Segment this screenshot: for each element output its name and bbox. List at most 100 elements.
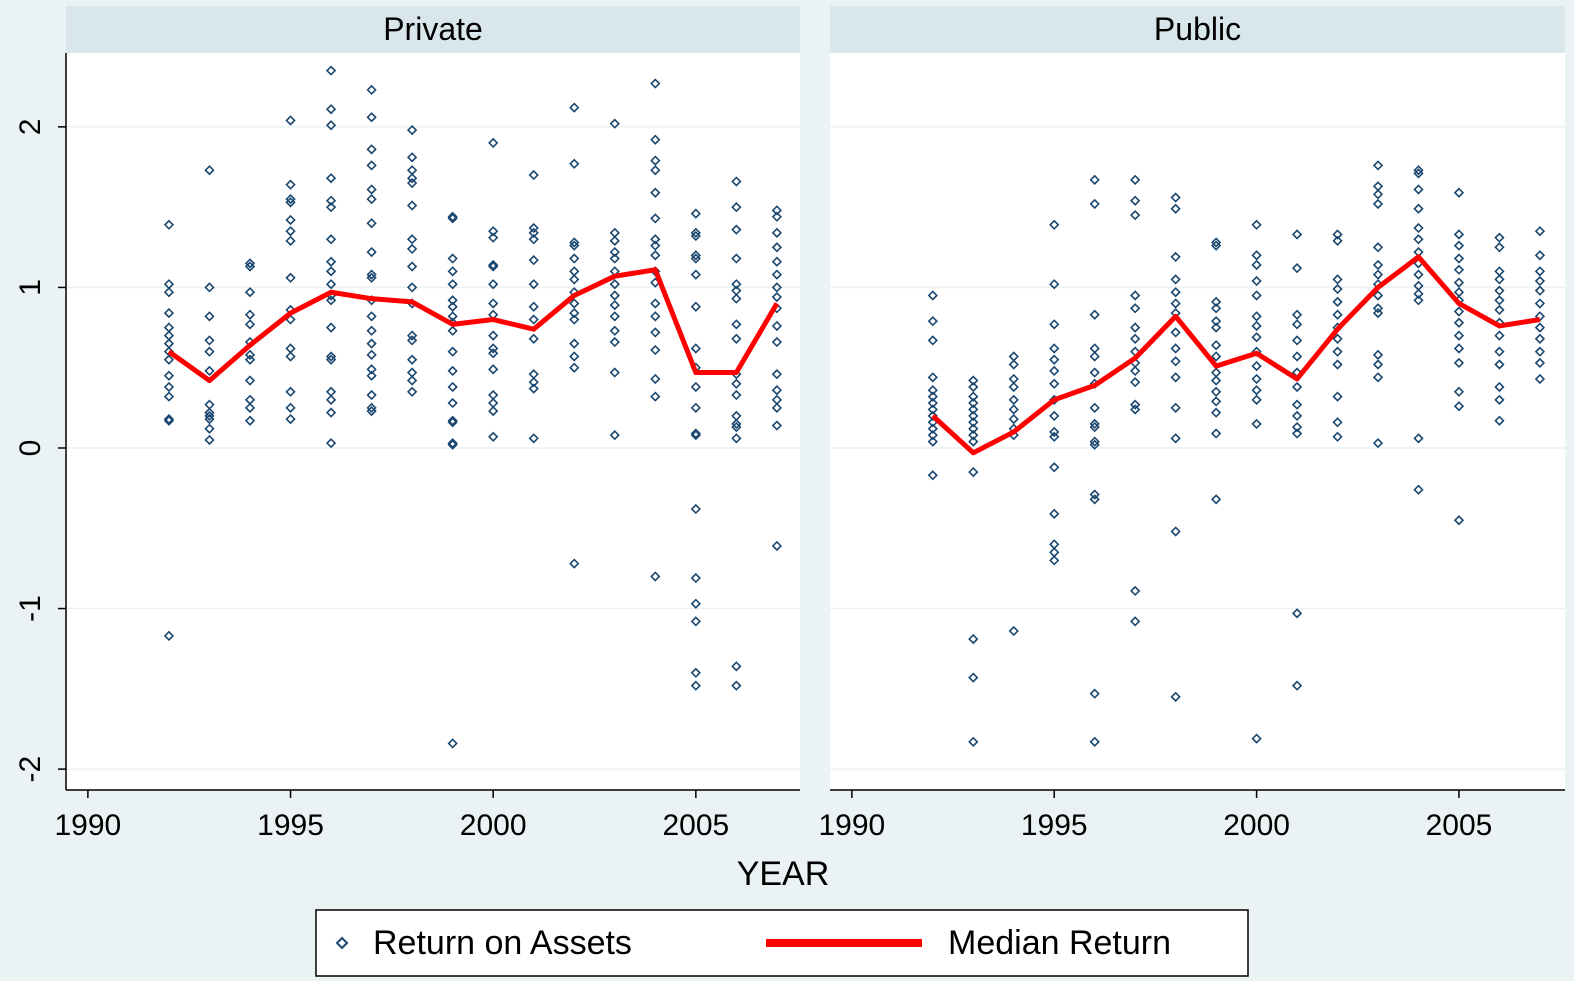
- legend-label: Return on Assets: [373, 924, 632, 962]
- data-point: [447, 211, 458, 222]
- data-point: [1453, 317, 1465, 328]
- data-point: [285, 351, 296, 362]
- data-point: [650, 213, 661, 224]
- data-point: [1210, 386, 1222, 397]
- data-point: [1453, 264, 1465, 275]
- data-point: [968, 397, 979, 409]
- data-point: [488, 279, 499, 290]
- data-point: [1049, 354, 1060, 365]
- data-point: [1049, 508, 1060, 519]
- data-point: [366, 272, 377, 283]
- data-point: [366, 349, 377, 360]
- data-point: [1413, 165, 1424, 176]
- data-point: [1372, 189, 1384, 200]
- data-point: [1372, 242, 1384, 253]
- data-point: [447, 439, 458, 450]
- data-point: [406, 200, 418, 211]
- data-point: [1413, 234, 1424, 245]
- data-point: [1534, 275, 1546, 287]
- data-point: [1170, 251, 1181, 263]
- data-point: [968, 672, 979, 683]
- data-point: [1372, 372, 1384, 383]
- data-point: [244, 287, 256, 298]
- data-point: [366, 364, 377, 375]
- data-point: [771, 269, 783, 280]
- data-point: [204, 410, 215, 422]
- x-axis-label: YEAR: [737, 855, 830, 893]
- data-point: [1413, 288, 1424, 299]
- data-point: [1089, 688, 1100, 699]
- data-point: [406, 173, 418, 184]
- data-point: [1372, 269, 1384, 280]
- data-point: [163, 381, 175, 393]
- data-point: [528, 169, 539, 181]
- data-point: [285, 235, 296, 246]
- data-point: [968, 736, 979, 747]
- data-point: [609, 311, 620, 322]
- data-point: [366, 246, 377, 258]
- data-point: [1089, 402, 1100, 413]
- data-point: [528, 383, 539, 394]
- data-point: [406, 261, 418, 272]
- data-point: [447, 346, 458, 357]
- data-point: [204, 311, 215, 322]
- data-point: [1170, 327, 1181, 338]
- data-point: [927, 404, 938, 415]
- data-point: [1210, 296, 1222, 308]
- data-point: [1332, 417, 1343, 428]
- data-point: [1251, 290, 1262, 301]
- data-point: [1130, 377, 1141, 388]
- data-point: [771, 211, 783, 222]
- data-point: [163, 415, 175, 426]
- data-point: [1453, 343, 1465, 354]
- data-point: [569, 237, 580, 248]
- data-point: [1453, 401, 1465, 412]
- data-point: [1089, 489, 1100, 500]
- data-point: [968, 375, 979, 386]
- data-point: [927, 430, 938, 441]
- data-point: [1494, 274, 1505, 285]
- data-point: [285, 272, 296, 283]
- data-point: [1453, 386, 1465, 397]
- data-point: [968, 381, 979, 393]
- data-point: [731, 333, 742, 344]
- data-point: [690, 428, 701, 439]
- data-point: [1008, 413, 1019, 425]
- data-point: [1453, 330, 1465, 341]
- data-point: [1494, 359, 1505, 370]
- data-point: [406, 243, 418, 255]
- median-line: [931, 254, 1541, 456]
- data-point: [1170, 298, 1181, 309]
- data-point: [1372, 259, 1384, 271]
- data-point: [528, 301, 539, 312]
- data-point: [609, 299, 620, 311]
- data-point: [731, 433, 742, 444]
- data-point: [690, 208, 701, 219]
- data-point: [1413, 203, 1424, 214]
- data-point: [927, 410, 938, 422]
- data-point: [1130, 399, 1141, 410]
- data-point: [1251, 394, 1262, 405]
- data-point: [406, 124, 418, 136]
- x-tick-label: 1990: [55, 809, 122, 842]
- data-point: [1251, 332, 1262, 343]
- data-point: [1494, 232, 1505, 243]
- data-point: [1089, 421, 1100, 433]
- data-point: [1170, 433, 1181, 444]
- data-point: [771, 242, 783, 253]
- data-point: [731, 176, 742, 187]
- data-point: [968, 423, 979, 434]
- data-point: [1332, 283, 1343, 295]
- data-point: [528, 222, 539, 234]
- data-point: [968, 466, 979, 478]
- data-point: [1372, 359, 1384, 370]
- y-tick-label: 1: [14, 279, 47, 296]
- data-point: [1170, 274, 1181, 285]
- x-tick-label: 1995: [257, 809, 324, 842]
- data-point: [1251, 259, 1262, 271]
- data-point: [447, 253, 458, 264]
- data-point: [1291, 309, 1303, 320]
- data-point: [1372, 349, 1384, 360]
- data-point: [1291, 428, 1303, 439]
- data-point: [1413, 433, 1424, 444]
